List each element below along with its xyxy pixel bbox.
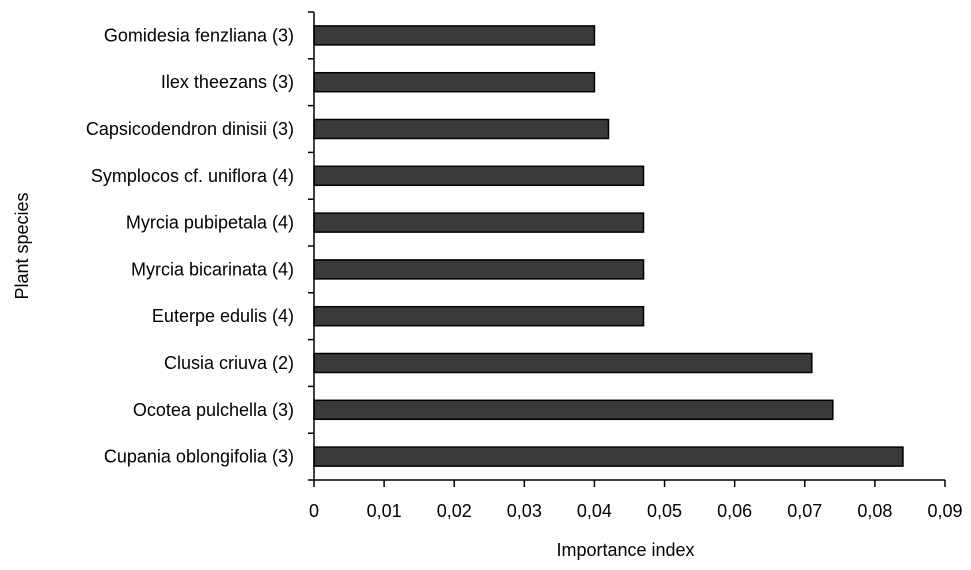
y-tick-label: Symplocos cf. uniflora (4) [91, 166, 294, 186]
x-tick-label: 0,08 [857, 501, 892, 521]
bar [313, 25, 596, 46]
x-tick-label: 0,05 [647, 501, 682, 521]
bar [313, 118, 610, 140]
x-tick-label: 0,09 [927, 501, 962, 521]
x-tick-label: 0,01 [367, 501, 402, 521]
x-tick-label: 0 [309, 501, 319, 521]
bar [313, 352, 813, 374]
bars-group [313, 25, 904, 467]
y-tick-label: Ocotea pulchella (3) [133, 400, 294, 420]
x-tick-label: 0,07 [787, 501, 822, 521]
y-tick-label: Euterpe edulis (4) [152, 306, 294, 326]
y-axis [308, 11, 315, 481]
x-tick-label: 0,04 [577, 501, 612, 521]
bar [313, 259, 645, 280]
x-axis [313, 479, 946, 487]
x-tick-labels: 0 0,01 0,02 0,03 0,04 0,05 0,06 0,07 0,08 0,09 [309, 501, 963, 521]
y-tick-label: Cupania oblongifolia (3) [104, 447, 294, 467]
x-tick-label: 0,02 [437, 501, 472, 521]
x-axis-title: Importance index [556, 540, 694, 560]
y-tick-label: Clusia criuva (2) [164, 353, 294, 373]
y-tick-label: Ilex theezans (3) [161, 72, 294, 92]
y-axis-title: Plant species [12, 192, 32, 299]
y-tick-labels: Gomidesia fenzliana (3) Ilex theezans (3)… [86, 25, 294, 466]
y-tick-label: Myrcia pubipetala (4) [126, 213, 294, 233]
y-tick-label: Myrcia bicarinata (4) [131, 259, 294, 279]
y-tick-label: Capsicodendron dinisii (3) [86, 119, 294, 139]
x-tick-label: 0,03 [507, 501, 542, 521]
bar [313, 165, 645, 187]
bar [313, 71, 596, 93]
bar [313, 446, 904, 467]
bar [313, 212, 645, 233]
bar [313, 305, 645, 327]
bar [313, 399, 834, 421]
y-tick-label: Gomidesia fenzliana (3) [104, 25, 294, 45]
x-tick-label: 0,06 [717, 501, 752, 521]
